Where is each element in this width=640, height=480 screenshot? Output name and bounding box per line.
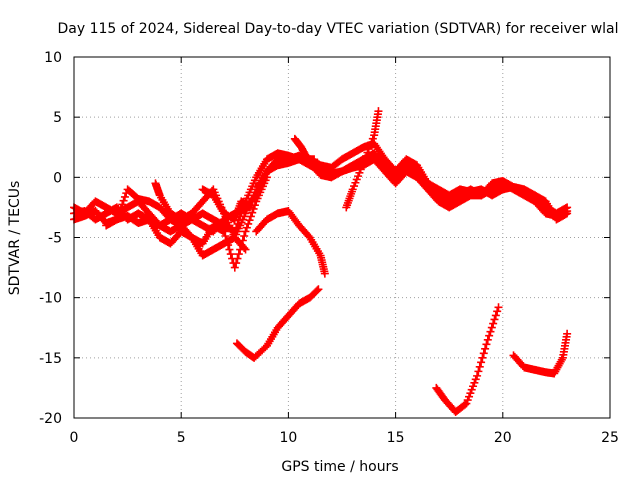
data-point-markers [232, 285, 323, 362]
data-point-markers [102, 173, 271, 272]
series-track-d [102, 173, 271, 272]
series-track-f [198, 185, 254, 224]
x-tick-label: 15 [387, 430, 405, 446]
data-point-markers [432, 303, 503, 416]
data-point-markers [342, 107, 383, 212]
data-point-markers [252, 207, 329, 278]
y-tick-label: 10 [44, 50, 62, 66]
y-tick-label: 0 [53, 170, 62, 186]
data-point-markers [509, 329, 572, 378]
y-tick-label: -20 [39, 411, 62, 427]
plot-frame [73, 56, 611, 419]
y-axis-label: SDTVAR / TECUs [7, 181, 23, 296]
series-track-j [232, 285, 323, 362]
series-track-l [509, 329, 572, 378]
series-track-h [290, 134, 319, 164]
y-tick-label: -15 [39, 351, 62, 367]
y-tick-label: -5 [48, 231, 62, 247]
data-point-markers [198, 185, 254, 224]
x-axis-label: GPS time / hours [281, 459, 398, 475]
x-tick-label: 25 [601, 430, 619, 446]
x-tick-label: 0 [70, 430, 79, 446]
y-tick-label: -10 [39, 291, 62, 307]
series-track-k [432, 303, 503, 416]
x-tick-label: 5 [177, 430, 186, 446]
grid-lines [74, 57, 610, 418]
x-tick-label: 10 [279, 430, 297, 446]
y-tick-label: 5 [53, 110, 62, 126]
series-track-g [252, 207, 329, 278]
axis-ticks: 0 5 10 15 20 25 -20 -15 -10 -5 0 5 10 [39, 50, 619, 446]
series-track-i [342, 107, 383, 212]
x-tick-label: 20 [494, 430, 512, 446]
data-point-markers [290, 134, 319, 164]
plot-area [70, 107, 572, 416]
chart-title: Day 115 of 2024, Sidereal Day-to-day VTE… [57, 21, 618, 37]
